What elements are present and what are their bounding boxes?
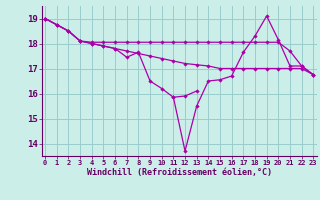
- X-axis label: Windchill (Refroidissement éolien,°C): Windchill (Refroidissement éolien,°C): [87, 168, 272, 177]
